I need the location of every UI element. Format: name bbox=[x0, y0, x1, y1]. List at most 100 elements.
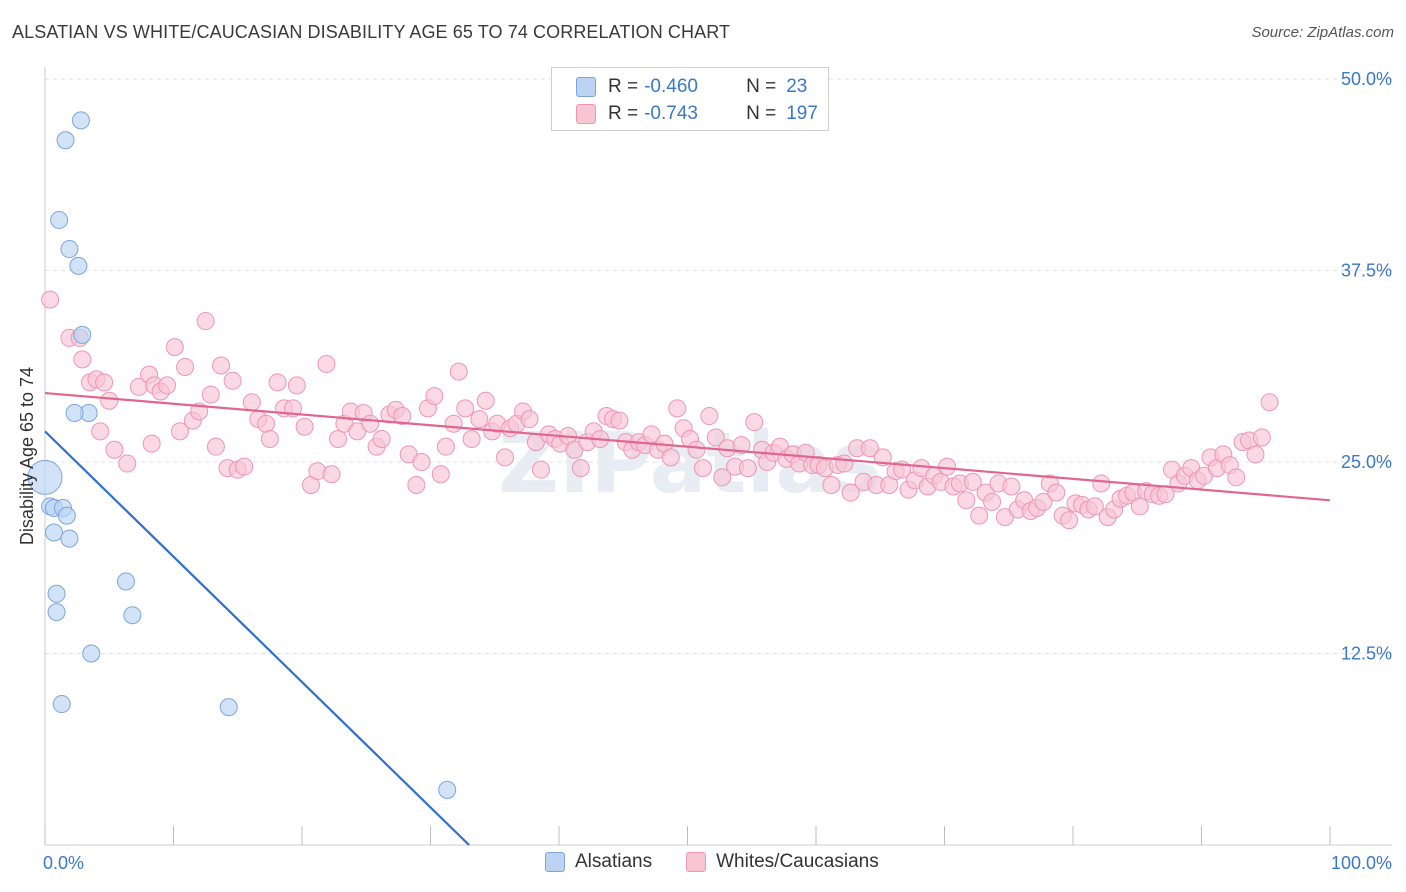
data-point bbox=[732, 436, 751, 455]
data-point bbox=[425, 387, 444, 406]
data-point bbox=[47, 603, 66, 622]
data-point bbox=[71, 111, 90, 130]
trend-lines bbox=[44, 391, 1331, 846]
tick-labels: 12.5% 25.0% 37.5% 50.0% 0.0% 100.0% Disability… bbox=[17, 69, 1392, 873]
data-point bbox=[95, 373, 114, 392]
data-point bbox=[260, 430, 279, 449]
data-point bbox=[201, 385, 220, 404]
stats-legend: R = -0.460 N = 23 R = -0.743 N = 197 bbox=[551, 67, 829, 131]
data-point bbox=[1252, 428, 1271, 447]
data-point bbox=[706, 428, 725, 447]
data-point bbox=[100, 391, 119, 410]
data-point bbox=[52, 695, 71, 714]
series-whites-caucasians bbox=[41, 290, 1279, 530]
data-point bbox=[27, 459, 63, 495]
legend-item-alsatians[interactable]: Alsatians bbox=[545, 851, 652, 873]
data-point bbox=[116, 572, 135, 591]
legend-swatch-blue bbox=[545, 852, 565, 872]
series-alsatians bbox=[27, 111, 457, 799]
data-point bbox=[1092, 474, 1111, 493]
data-point bbox=[287, 376, 306, 395]
y-tick-label: 50.0% bbox=[1341, 69, 1392, 89]
data-point bbox=[436, 437, 455, 456]
data-point bbox=[693, 459, 712, 478]
legend-row-whites: R = -0.743 N = 197 bbox=[576, 103, 818, 125]
legend-label: Whites/Caucasians bbox=[716, 851, 879, 872]
data-point bbox=[456, 399, 475, 418]
series-legend: Alsatians Whites/Caucasians bbox=[545, 851, 913, 873]
data-point bbox=[223, 371, 242, 390]
data-point bbox=[57, 506, 76, 525]
n-value: 23 bbox=[786, 76, 808, 97]
data-point bbox=[496, 448, 515, 467]
gridlines bbox=[45, 78, 1392, 654]
legend-item-whites[interactable]: Whites/Caucasians bbox=[686, 851, 879, 873]
data-point bbox=[47, 584, 66, 603]
data-point bbox=[196, 312, 215, 331]
data-point bbox=[1260, 393, 1279, 412]
legend-swatch-blue bbox=[576, 77, 596, 97]
data-point bbox=[571, 459, 590, 478]
data-point bbox=[610, 411, 629, 430]
source-label: Source: ZipAtlas.com bbox=[1251, 24, 1394, 41]
data-point bbox=[449, 362, 468, 381]
data-point bbox=[1130, 497, 1149, 516]
data-point bbox=[268, 373, 287, 392]
data-point bbox=[713, 468, 732, 487]
data-point bbox=[118, 454, 137, 473]
data-point bbox=[393, 407, 412, 426]
data-point bbox=[123, 606, 142, 625]
data-point bbox=[235, 457, 254, 476]
data-point bbox=[938, 457, 957, 476]
data-point bbox=[105, 440, 124, 459]
data-point bbox=[745, 413, 764, 432]
y-tick-label: 37.5% bbox=[1341, 261, 1392, 281]
data-point bbox=[73, 350, 92, 369]
trend-line-alsatians bbox=[44, 430, 470, 846]
data-point bbox=[1047, 483, 1066, 502]
data-point bbox=[317, 354, 336, 373]
y-tick-label: 12.5% bbox=[1341, 644, 1392, 664]
data-point bbox=[957, 491, 976, 510]
data-point bbox=[170, 422, 189, 441]
r-value: -0.460 bbox=[644, 76, 698, 97]
data-point bbox=[142, 434, 161, 453]
data-point bbox=[322, 465, 341, 484]
data-point bbox=[661, 448, 680, 467]
data-point bbox=[372, 430, 391, 449]
n-value: 197 bbox=[786, 103, 818, 124]
data-point bbox=[822, 475, 841, 494]
x-tick-label: 100.0% bbox=[1331, 853, 1392, 873]
legend-row-alsatians: R = -0.460 N = 23 bbox=[576, 76, 807, 98]
data-point bbox=[50, 210, 69, 229]
data-point bbox=[295, 417, 314, 436]
data-point bbox=[1085, 497, 1104, 516]
data-point bbox=[91, 422, 110, 441]
y-axis-label: Disability Age 65 to 74 bbox=[17, 367, 37, 545]
data-point bbox=[476, 391, 495, 410]
data-point bbox=[65, 403, 84, 422]
data-point bbox=[242, 393, 261, 412]
r-value: -0.743 bbox=[644, 103, 698, 124]
chart-title: ALSATIAN VS WHITE/CAUCASIAN DISABILITY A… bbox=[12, 22, 731, 42]
data-point bbox=[1246, 445, 1265, 464]
data-point bbox=[431, 465, 450, 484]
data-point bbox=[438, 780, 457, 799]
data-point bbox=[69, 256, 88, 275]
data-point bbox=[470, 410, 489, 429]
data-point bbox=[56, 131, 75, 150]
data-point bbox=[206, 437, 225, 456]
data-point bbox=[970, 506, 989, 525]
data-point bbox=[165, 338, 184, 357]
data-point bbox=[738, 459, 757, 478]
trend-line-whites bbox=[44, 391, 1331, 502]
n-label: N = bbox=[746, 76, 777, 97]
r-label: R = bbox=[608, 76, 639, 97]
data-point bbox=[176, 358, 195, 377]
y-tick-label: 25.0% bbox=[1341, 452, 1392, 472]
r-label: R = bbox=[608, 103, 639, 124]
n-label: N = bbox=[746, 103, 777, 124]
legend-label: Alsatians bbox=[575, 851, 653, 872]
data-point bbox=[1060, 511, 1079, 530]
